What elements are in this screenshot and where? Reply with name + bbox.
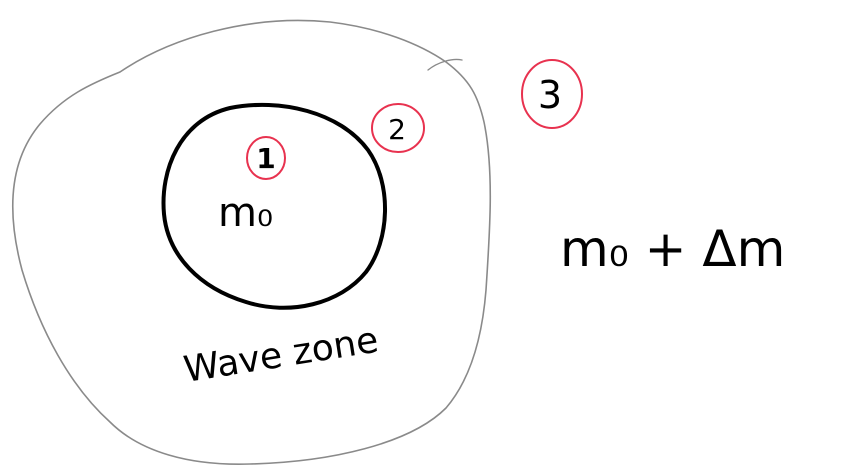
boundary-overlap-stroke <box>427 58 463 71</box>
region-3-marker-label: 3 <box>538 73 562 117</box>
region-3-marker-ring <box>521 59 583 129</box>
region-2-marker-label: 2 <box>388 113 406 146</box>
region-1-marker-ring <box>246 136 286 180</box>
outer-mass-label: m₀ + Δm <box>560 220 785 278</box>
central-body-circle <box>161 102 387 310</box>
region-1-marker-label: 1 <box>256 142 275 175</box>
inner-mass-label: m₀ <box>218 190 273 236</box>
region-2-marker-ring <box>371 103 425 153</box>
wave-zone-label: Wave zone <box>181 320 381 391</box>
wave-zone-boundary <box>11 19 492 465</box>
